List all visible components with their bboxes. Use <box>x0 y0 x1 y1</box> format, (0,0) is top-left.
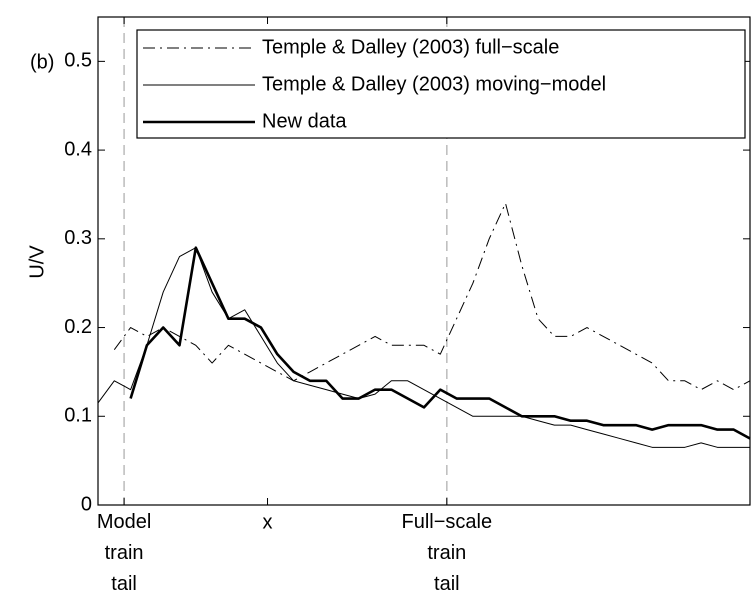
x-tick-label: Full−scale train tail <box>402 511 493 595</box>
series-line <box>113 202 751 391</box>
series-line <box>129 246 751 440</box>
y-axis-label: U/V <box>26 245 48 279</box>
x-tick-label: Model train tail <box>97 511 151 595</box>
y-tick-label: 0.1 <box>64 405 92 427</box>
series-line <box>97 247 750 448</box>
panel-label: (b) <box>30 51 54 73</box>
y-tick-label: 0.4 <box>64 138 92 160</box>
y-tick-label: 0 <box>81 493 92 515</box>
legend-label: New data <box>262 110 347 132</box>
y-tick-label: 0.2 <box>64 316 92 338</box>
y-tick-label: 0.3 <box>64 227 92 249</box>
legend-label: Temple & Dalley (2003) full−scale <box>262 36 559 58</box>
plot-frame <box>97 16 751 506</box>
legend-label: Temple & Dalley (2003) moving−model <box>262 73 606 95</box>
y-tick-label: 0.5 <box>64 50 92 72</box>
legend-box <box>136 29 746 139</box>
x-tick-label: x <box>263 511 273 533</box>
